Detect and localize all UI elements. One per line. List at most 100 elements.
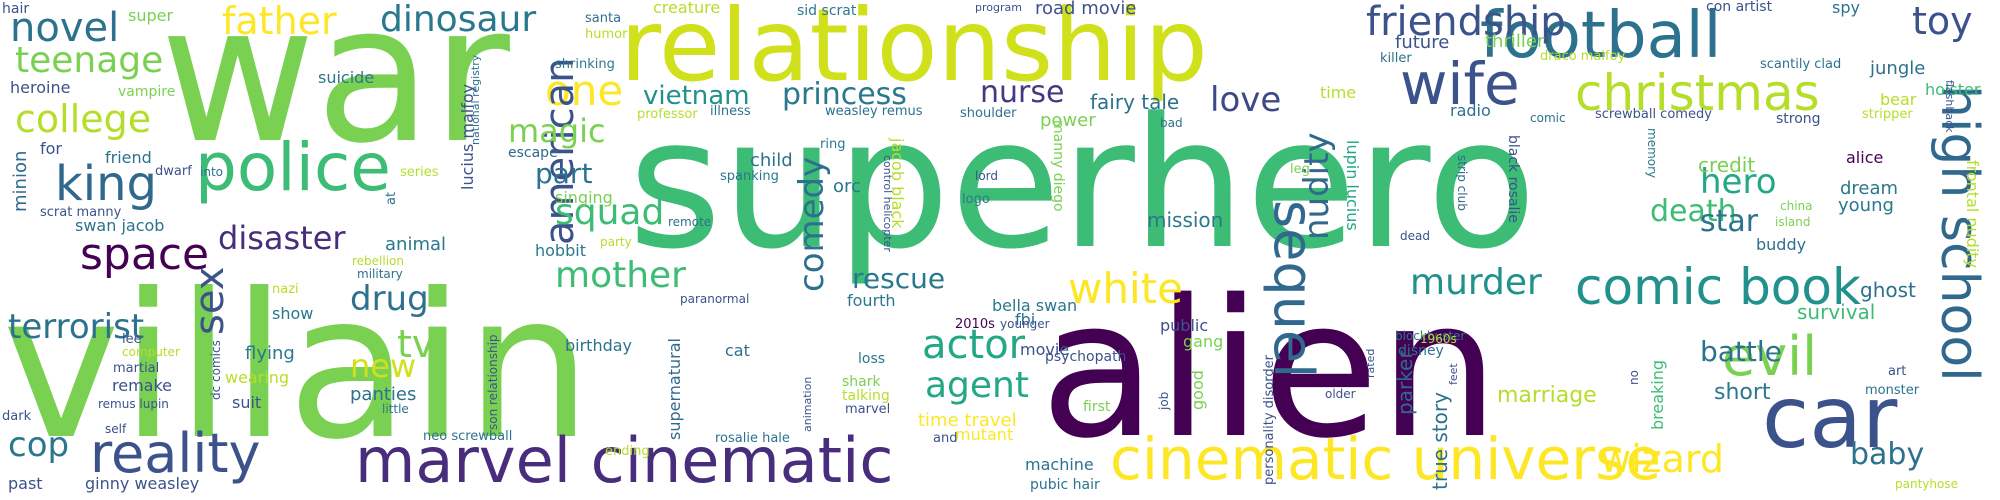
word-minion: minion [10, 150, 31, 212]
word-battle: battle [1700, 335, 1782, 368]
word-series: series [400, 165, 439, 180]
word-rated: rated [1364, 348, 1377, 378]
word-vietnam: vietnam [643, 81, 750, 111]
word-comedy: comedy [792, 156, 832, 292]
word-mission: mission [1147, 208, 1224, 232]
word-show: show [272, 304, 314, 323]
word-teenage: teenage [15, 40, 164, 81]
word-santa: santa [585, 11, 622, 26]
word-road-movie: road movie [1035, 0, 1137, 19]
word-1960s: 1960s [1420, 332, 1457, 346]
word-illness: illness [710, 104, 751, 119]
word-pubic-hair: pubic hair [1030, 477, 1100, 493]
word-no: no [1627, 370, 1641, 385]
word-ginny-weasley: ginny weasley [85, 474, 200, 493]
word-murder: murder [1410, 262, 1542, 303]
word-nazi: nazi [272, 282, 299, 297]
word-sid-scrat: sid scrat [797, 3, 857, 19]
word-lupin-lucius: lupin lucius [1343, 140, 1362, 231]
word-monster: monster [1865, 383, 1920, 398]
word-pantyhose: pantyhose [1895, 477, 1958, 491]
word-feet: feet [1447, 363, 1460, 385]
word-escape: escape [508, 145, 558, 161]
word-football: football [1480, 0, 1722, 73]
word-flying: flying [245, 343, 295, 364]
word-humor: humor [585, 27, 628, 42]
word-police: police [195, 129, 391, 206]
word-new: new [350, 347, 417, 385]
word-older: older [1325, 387, 1356, 401]
word-sex: sex [187, 266, 233, 335]
word-draco-malfoy: draco malfoy [1540, 49, 1626, 64]
word-job: job [1157, 391, 1171, 410]
word-friendship: friendship [1366, 0, 1566, 45]
word-neo-screwball: neo screwball [423, 429, 513, 444]
word-military: military [357, 267, 403, 281]
word-psychopath: psychopath [1045, 349, 1127, 365]
word-shark: shark [842, 374, 881, 390]
word-cinematic-universe: cinematic universe [1110, 425, 1662, 493]
word-cop: cop [8, 425, 70, 465]
word-first: first [1083, 399, 1111, 415]
word-memory: memory [1645, 128, 1659, 179]
word-evil: evil [1722, 325, 1818, 388]
word-father: father [222, 0, 337, 43]
word-radio: radio [1450, 101, 1491, 120]
word-good: good [1188, 370, 1207, 410]
word-death: death [1650, 194, 1737, 229]
word-blockbuster: blockbuster [1395, 329, 1466, 343]
word-toy: toy [1912, 0, 1973, 43]
word-space: space [80, 229, 210, 280]
word-national-registry: national registry [469, 54, 482, 145]
word-credit: credit [1698, 153, 1756, 177]
word-con-artist: con artist [1706, 0, 1773, 15]
word-computer: computer [122, 345, 180, 359]
word-reality: reality [90, 422, 261, 485]
word-marvel-cinematic: marvel cinematic [355, 424, 894, 497]
word-dead: dead [1400, 229, 1430, 243]
word-vampire: vampire [118, 84, 176, 100]
word-ghost: ghost [1860, 278, 1916, 302]
word-drug: drug [350, 279, 429, 319]
word-relationship: relationship [620, 0, 1208, 104]
word-gang: gang [1183, 332, 1224, 351]
word-dark: dark [2, 409, 32, 424]
word-animal: animal [385, 234, 447, 255]
word-breaking: breaking [1648, 359, 1667, 430]
word-baby: baby [1850, 437, 1925, 472]
word-professor: professor [637, 107, 698, 122]
word-marriage: marriage [1497, 383, 1597, 408]
word-stripper: stripper [1862, 107, 1913, 122]
word-alice: alice [1846, 148, 1884, 167]
word-one: one [545, 66, 624, 115]
word-rosalie-hale: rosalie hale [715, 431, 790, 446]
word-weasley-remus: weasley remus [825, 104, 923, 119]
word-remus-lupin: remus lupin [98, 397, 169, 411]
word-supernatural: supernatural [665, 338, 684, 440]
word-ending: ending [605, 444, 650, 459]
word-disney: disney [1398, 343, 1444, 359]
word-parker: parker [1393, 350, 1417, 415]
word-friend: friend [105, 148, 152, 167]
word-strong: strong [1776, 111, 1821, 127]
word-wearing: wearing [225, 368, 290, 387]
word-younger: younger [1000, 317, 1050, 331]
word-leg: leg [1290, 162, 1310, 177]
word-screwball-comedy: screwball comedy [1595, 107, 1712, 122]
word-mother: mother [555, 255, 686, 296]
word-novel: novel [10, 5, 120, 51]
word-spanking: spanking [720, 169, 779, 184]
word-bear: bear [1880, 90, 1917, 109]
word-self: self [105, 422, 127, 436]
word-little: little [382, 402, 409, 416]
word-cat: cat [725, 341, 750, 360]
word-movie: movie [1020, 340, 1070, 359]
word-shoulder: shoulder [960, 106, 1017, 121]
word-comic-book: comic book [1575, 258, 1861, 316]
word-swan-jacob: swan jacob [75, 216, 165, 235]
word-power: power [1040, 110, 1096, 131]
word-black-rosalie: black rosalie [1505, 135, 1521, 223]
word-killer: killer [1380, 51, 1412, 66]
word-manny-diego: manny diego [1050, 120, 1066, 212]
word-heroine: heroine [10, 78, 71, 97]
